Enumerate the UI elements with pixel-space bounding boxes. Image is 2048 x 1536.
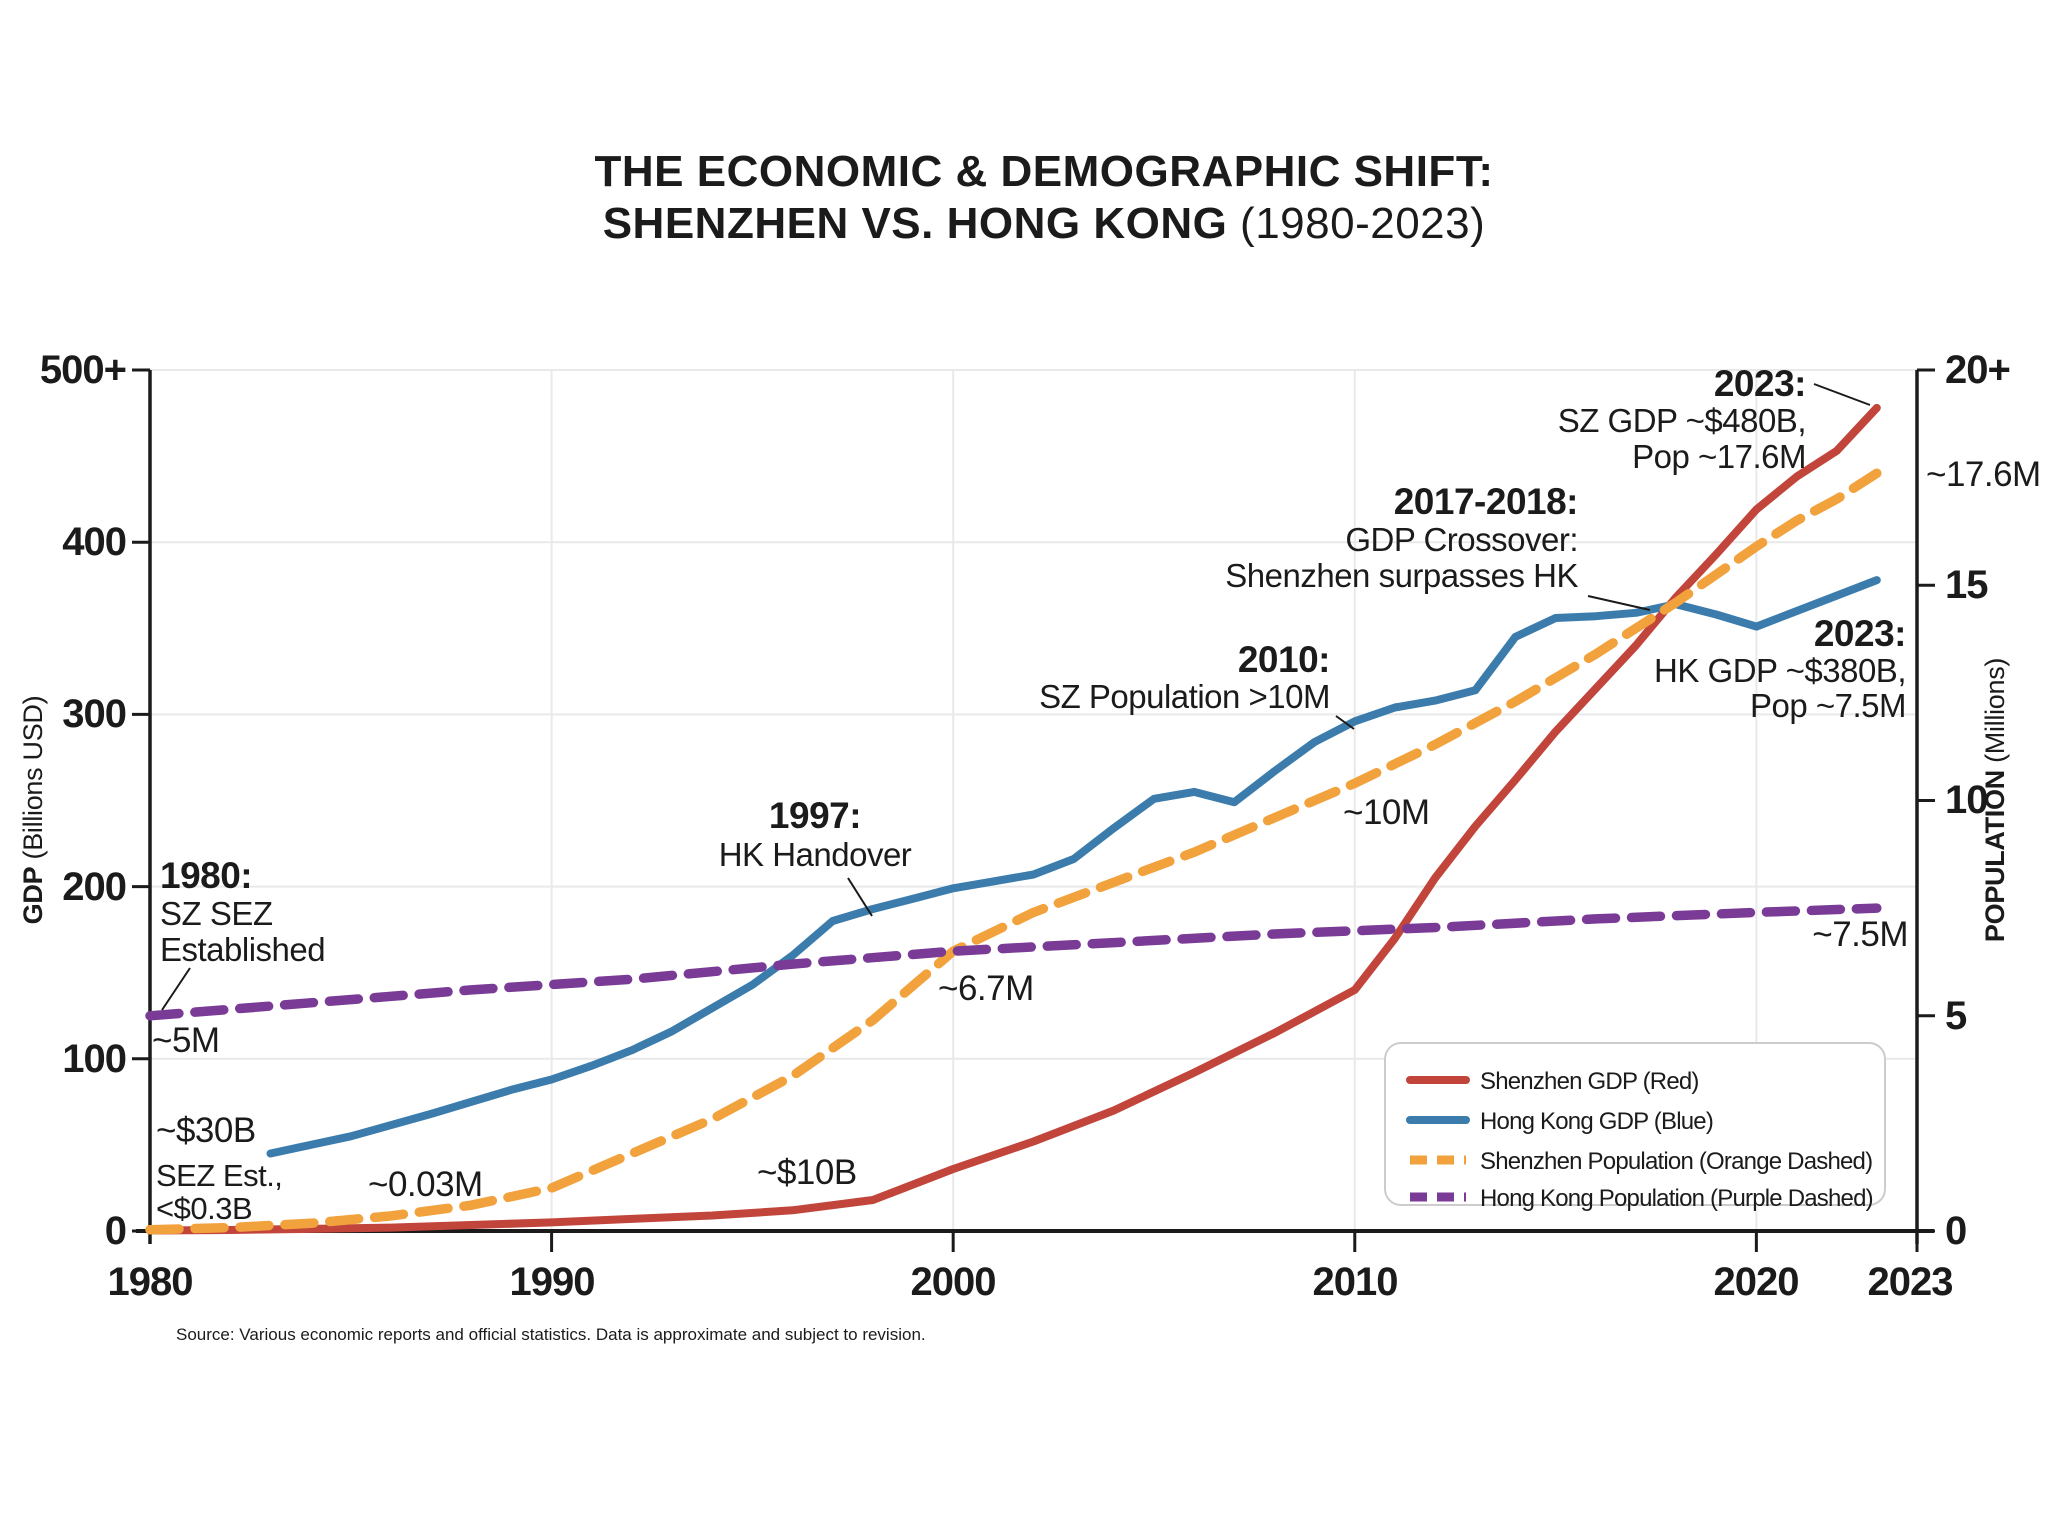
annotation-hk-pop-start: ~5M xyxy=(152,1021,220,1060)
annotation-crossover-year: 2017-2018: xyxy=(1394,481,1578,522)
legend: Shenzhen GDP (Red) Hong Kong GDP (Blue) … xyxy=(1384,1042,1886,1212)
pop-tick-0: 0 xyxy=(1945,1209,1966,1253)
annotation-crossover-line2: Shenzhen surpasses HK xyxy=(1225,557,1578,594)
annotation-2023-hk-line2: Pop ~7.5M xyxy=(1750,687,1906,724)
x-tick-2023: 2023 xyxy=(1868,1260,1953,1304)
gdp-axis-title-bold: GDP xyxy=(18,866,48,924)
leader-line-1980 xyxy=(161,967,191,1011)
series-layer xyxy=(145,403,1882,1235)
series-hong-kong-gdp xyxy=(266,576,1881,1158)
series-shenzhen-gdp xyxy=(146,403,1881,1235)
annotation-1980-line2: Established xyxy=(160,931,325,968)
gdp-tick-400: 400 xyxy=(62,520,126,564)
series-hong-kong-population xyxy=(145,903,1882,1021)
pop-tick-20: 20+ xyxy=(1945,348,2010,392)
pop-tick-10: 10 xyxy=(1945,778,1988,822)
annotation-2023-hk-year: 2023: xyxy=(1814,613,1906,654)
gdp-tick-0: 0 xyxy=(105,1209,126,1253)
chart-title-line2: SHENZHEN VS. HONG KONG (1980-2023) xyxy=(603,199,1486,248)
annotation-1997-handover: 1997: HK Handover xyxy=(719,795,912,917)
annotation-2010-line1: SZ Population >10M xyxy=(1039,678,1330,715)
leader-line-1997 xyxy=(847,877,873,917)
legend-box xyxy=(1384,1042,1886,1206)
population-axis-title-regular: (Millions) xyxy=(1980,658,2010,770)
annotation-2023-hong-kong: 2023: HK GDP ~$380B, Pop ~7.5M xyxy=(1654,613,1906,724)
leader-line-crossover xyxy=(1587,595,1651,611)
annotation-sz-pop-mid: ~10M xyxy=(1343,793,1430,832)
annotation-sz-pop-start: ~0.03M xyxy=(368,1165,483,1204)
legend-label-shenzhen-gdp: Shenzhen GDP (Red) xyxy=(1480,1068,1699,1095)
annotation-1980-sez: 1980: SZ SEZ Established xyxy=(160,855,326,1011)
annotation-2023-hk-line1: HK GDP ~$380B, xyxy=(1654,652,1906,689)
annotation-2023-sz-line1: SZ GDP ~$480B, xyxy=(1558,402,1806,439)
annotation-2023-sz-year: 2023: xyxy=(1714,363,1806,404)
gdp-tick-100: 100 xyxy=(62,1037,126,1081)
x-tick-2010: 2010 xyxy=(1313,1260,1398,1304)
legend-label-shenzhen-population: Shenzhen Population (Orange Dashed) xyxy=(1480,1148,1872,1175)
annotation-hk-gdp-start: ~$30B xyxy=(156,1111,256,1150)
gdp-axis-title: GDP (Billions USD) xyxy=(18,696,48,925)
annotation-1980-line1: SZ SEZ xyxy=(160,895,273,932)
x-tick-1990: 1990 xyxy=(510,1260,595,1304)
annotation-1997-line1: HK Handover xyxy=(719,836,912,873)
population-axis-title-bold: POPULATION xyxy=(1980,770,2010,942)
pop-tick-15: 15 xyxy=(1945,563,1988,607)
pop-tick-5: 5 xyxy=(1945,994,1967,1038)
legend-label-hong-kong-gdp: Hong Kong GDP (Blue) xyxy=(1480,1108,1713,1135)
annotation-sz-gdp-start-line1: SEZ Est., xyxy=(156,1158,282,1193)
annotation-pop-cross-mid: ~6.7M xyxy=(938,969,1034,1008)
annotation-2010-sz-population: 2010: SZ Population >10M xyxy=(1039,639,1355,730)
x-tick-2000: 2000 xyxy=(911,1260,996,1304)
annotation-hk-pop-end: ~7.5M xyxy=(1812,915,1908,954)
gdp-tick-300: 300 xyxy=(62,692,126,736)
gdp-tick-200: 200 xyxy=(62,865,126,909)
annotation-sz-gdp-start-line2: <$0.3B xyxy=(156,1191,252,1226)
chart-title-line2-regular: (1980-2023) xyxy=(1227,199,1485,248)
annotation-sz-gdp-1997: ~$10B xyxy=(757,1153,857,1192)
source-note: Source: Various economic reports and off… xyxy=(176,1325,926,1344)
gdp-axis-title-regular: (Billions USD) xyxy=(18,696,48,867)
annotation-2023-sz-line2: Pop ~17.6M xyxy=(1632,438,1806,475)
chart-title-line2-bold: SHENZHEN VS. HONG KONG xyxy=(603,199,1228,248)
annotation-1980-year: 1980: xyxy=(160,855,252,896)
x-tick-1980: 1980 xyxy=(108,1260,193,1304)
chart-title-line1: THE ECONOMIC & DEMOGRAPHIC SHIFT: xyxy=(595,147,1494,196)
legend-label-hong-kong-population: Hong Kong Population (Purple Dashed) xyxy=(1480,1185,1873,1212)
population-axis-title: POPULATION (Millions) xyxy=(1980,658,2010,942)
x-tick-2020: 2020 xyxy=(1714,1260,1799,1304)
series-shenzhen-population xyxy=(145,468,1882,1235)
annotation-crossover-line1: GDP Crossover: xyxy=(1345,521,1578,558)
annotation-crossover: 2017-2018: GDP Crossover: Shenzhen surpa… xyxy=(1225,481,1651,611)
leader-line-2023-sz xyxy=(1813,383,1871,406)
annotation-1997-year: 1997: xyxy=(769,795,861,836)
annotation-2023-shenzhen: 2023: SZ GDP ~$480B, Pop ~17.6M xyxy=(1558,363,1871,475)
gdp-tick-500: 500+ xyxy=(40,348,126,392)
leader-line-2010 xyxy=(1335,715,1355,730)
annotation-2010-year: 2010: xyxy=(1238,639,1330,680)
pop-axis-label-17-6m: ~17.6M xyxy=(1926,455,2041,494)
